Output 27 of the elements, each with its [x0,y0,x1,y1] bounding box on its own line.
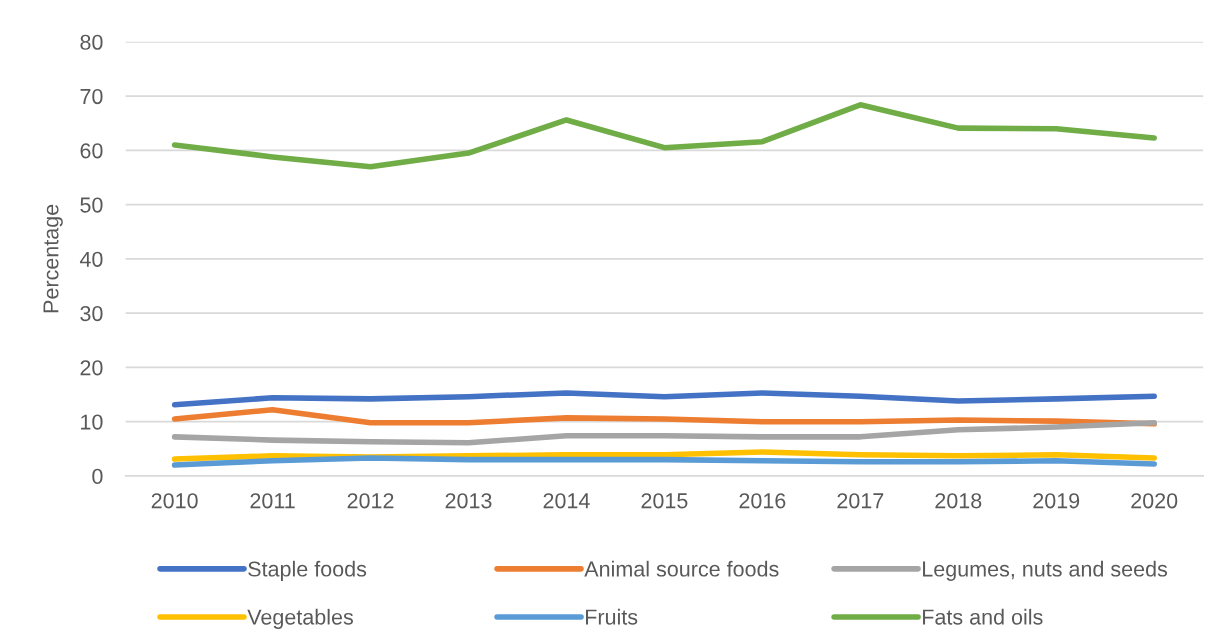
x-tick-label: 2018 [935,493,982,509]
x-tick-label: 2015 [641,493,688,509]
y-tick-label: 60 [80,143,103,159]
x-tick-label: 2014 [543,493,590,509]
y-tick-label: 50 [80,197,103,213]
y-tick-label: 20 [80,360,103,376]
x-tick-label: 2012 [347,493,394,509]
y-axis-title: Percentage [43,204,63,313]
x-tick-label: 2010 [151,493,198,509]
y-tick-label: 10 [81,414,103,430]
y-tick-label: 40 [79,251,103,267]
x-tick-label: 2020 [1131,493,1178,509]
x-tick-label: 2011 [250,493,295,509]
x-tick-label: 2017 [837,493,884,509]
x-tick-label: 2016 [739,493,786,509]
y-tick-label: 80 [80,34,103,50]
legend-label: Staple foods [248,560,367,581]
legend-label: Animal source foods [584,560,779,577]
x-tick-label: 2019 [1033,493,1080,509]
x-tick-label: 2013 [445,493,492,509]
legend-label: Vegetables [247,608,353,629]
y-tick-label: 30 [80,305,103,322]
y-tick-label: 70 [80,88,103,105]
legend-label: Legumes, nuts and seeds [923,560,1168,581]
y-tick-label: 0 [92,468,103,484]
legend-label: Fruits [586,608,638,625]
legend-label: Fats and oils [923,608,1043,625]
